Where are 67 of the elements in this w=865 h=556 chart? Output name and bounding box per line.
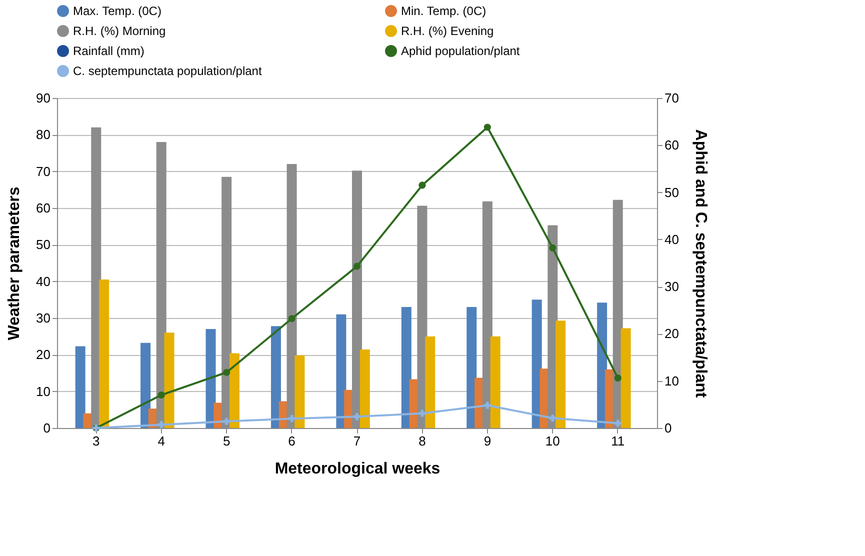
legend-label: Aphid population/plant <box>401 44 520 58</box>
bar <box>294 355 305 428</box>
legend-label: R.H. (%) Morning <box>73 24 166 38</box>
y2-tick-label: 20 <box>664 326 679 342</box>
y2-tick-label: 60 <box>664 138 679 153</box>
bar <box>620 328 631 428</box>
legend-label: R.H. (%) Evening <box>401 24 494 38</box>
legend-label: C. septempunctata population/plant <box>73 64 262 78</box>
bar <box>75 346 86 428</box>
point <box>353 413 361 420</box>
y-tick-label: 40 <box>36 274 50 289</box>
y-tick-label: 0 <box>43 420 50 436</box>
y2-tick-label: 40 <box>664 232 679 247</box>
point <box>549 414 556 422</box>
bar <box>99 280 110 428</box>
point <box>484 402 491 409</box>
y-tick-label: 60 <box>36 200 50 216</box>
y2-tick-label: 10 <box>664 373 679 388</box>
x-tick-label: 7 <box>353 434 361 448</box>
point <box>288 315 296 322</box>
y2-tick-label: 70 <box>664 90 679 106</box>
x-tick-label: 9 <box>484 434 492 448</box>
bar <box>140 342 151 428</box>
point <box>418 182 426 189</box>
point <box>158 421 165 428</box>
x-tick-label: 11 <box>611 434 625 448</box>
legend-label: Rainfall (mm) <box>73 44 144 58</box>
bar <box>556 320 566 428</box>
bar <box>490 336 500 428</box>
legend-label: Max. Temp. (0C) <box>73 4 162 18</box>
x-tick-label: 5 <box>222 434 230 448</box>
y-tick-label: 90 <box>36 90 50 106</box>
y-tick-label: 50 <box>36 237 50 252</box>
bar <box>164 332 174 428</box>
y-tick-label: 10 <box>36 384 50 399</box>
point <box>484 124 491 131</box>
x-tick-label: 4 <box>158 434 165 448</box>
bar <box>401 307 412 428</box>
point <box>614 374 622 382</box>
y2-axis-title: Aphid and C. septempunctata/plant <box>692 129 709 398</box>
x-tick-label: 8 <box>418 434 426 448</box>
y-tick-label: 70 <box>36 164 50 179</box>
bar <box>466 307 477 428</box>
point <box>418 410 426 417</box>
y2-tick-label: 30 <box>664 279 679 294</box>
x-tick-label: 6 <box>288 434 296 448</box>
y2-tick-label: 50 <box>664 184 679 200</box>
point <box>223 418 230 425</box>
point <box>288 415 296 422</box>
y-tick-label: 20 <box>36 347 50 362</box>
y-tick-label: 80 <box>36 127 50 142</box>
point <box>158 391 165 399</box>
x-tick-label: 10 <box>545 434 560 448</box>
point <box>549 244 556 252</box>
y-tick-label: 30 <box>36 310 50 326</box>
x-tick-label: 3 <box>92 434 100 448</box>
y-axis-title: Weather parameters <box>6 186 24 340</box>
bar <box>360 350 370 428</box>
x-axis-title: Meteorological weeks <box>274 460 440 478</box>
bar <box>336 314 346 428</box>
y2-tick-label: 0 <box>664 420 672 436</box>
point <box>614 420 622 427</box>
legend-label: Min. Temp. (0C) <box>401 4 486 18</box>
point <box>223 368 230 376</box>
bar <box>229 353 240 428</box>
point <box>353 262 361 270</box>
bar <box>425 336 436 428</box>
